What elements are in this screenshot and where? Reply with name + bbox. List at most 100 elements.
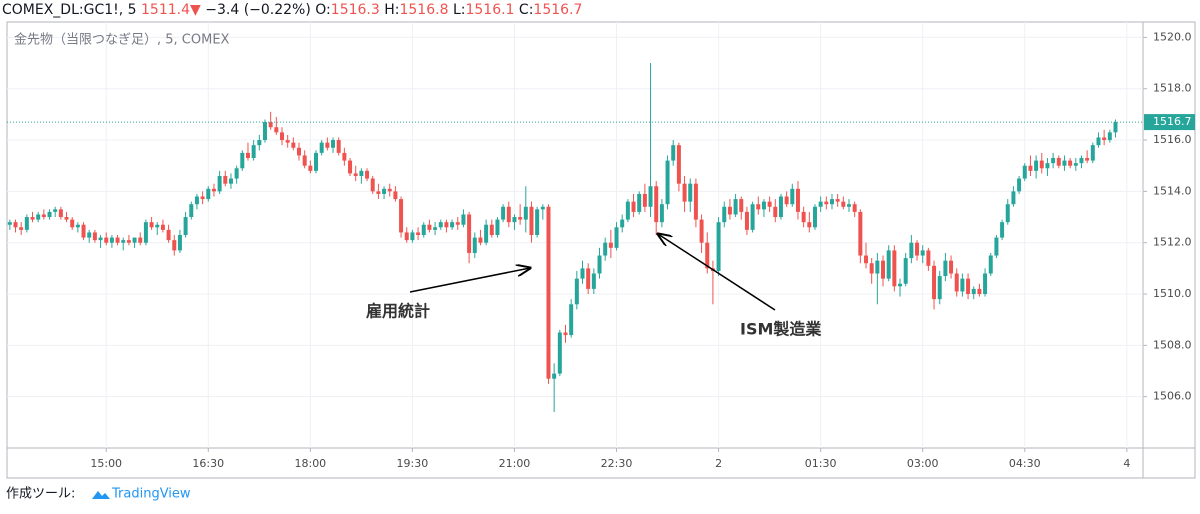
candle-body: [722, 206, 727, 223]
candle-body: [70, 219, 75, 228]
candle-body: [631, 201, 636, 212]
candle-body: [920, 250, 925, 256]
candle-body: [325, 142, 330, 148]
candle-body: [87, 232, 92, 238]
candle-body: [773, 206, 778, 218]
candle-body: [416, 232, 421, 235]
candle-body: [790, 188, 795, 205]
candle-body: [353, 173, 358, 176]
candle-body: [455, 222, 460, 225]
candle-body: [1034, 160, 1039, 171]
candle-body: [404, 232, 409, 241]
h-value: 1516.8: [399, 2, 448, 18]
candle-body: [160, 224, 165, 230]
candle-body: [19, 227, 24, 230]
candle-body: [557, 332, 562, 374]
candle-body: [903, 258, 908, 284]
candle-body: [13, 222, 18, 228]
candle-body: [926, 250, 931, 266]
candle-body: [138, 237, 143, 243]
y-tick-label: 1508.0: [1153, 338, 1192, 351]
candle-body: [659, 204, 664, 223]
candle-body: [206, 188, 211, 200]
o-value: 1516.3: [331, 2, 380, 18]
candle-body: [53, 209, 58, 212]
candle-body: [614, 227, 619, 248]
candle-body: [478, 237, 483, 243]
candle-body: [1028, 165, 1033, 171]
candle-body: [155, 224, 160, 228]
candle-body: [1022, 165, 1027, 179]
candle-body: [81, 224, 86, 238]
x-tick-label: 16:30: [192, 457, 224, 470]
candle-body: [285, 140, 290, 143]
candle-body: [795, 188, 800, 212]
l-label: L:: [453, 2, 466, 18]
candle-body: [949, 260, 954, 274]
candle-body: [461, 214, 466, 225]
candle-body: [189, 204, 194, 218]
y-tick-label: 1520.0: [1153, 30, 1192, 43]
x-tick-label: 15:00: [90, 457, 122, 470]
x-tick-label: 04:30: [1009, 457, 1041, 470]
candle-body: [1090, 145, 1095, 161]
candle-body: [637, 193, 642, 212]
candle-body: [705, 242, 710, 269]
candle-body: [744, 211, 749, 230]
y-tick-label: 1518.0: [1153, 82, 1192, 95]
candle-body: [257, 140, 262, 146]
candle-body: [223, 175, 228, 184]
candle-body: [393, 191, 398, 200]
candle-body: [365, 170, 370, 179]
candle-body: [1000, 222, 1005, 238]
candle-body: [410, 232, 415, 241]
candle-body: [739, 199, 744, 212]
x-tick-label: 2: [715, 457, 722, 470]
candle-body: [812, 206, 817, 228]
y-tick-label: 1506.0: [1153, 390, 1192, 403]
o-label: O:: [315, 2, 331, 18]
candle-body: [1045, 163, 1050, 169]
candle-body: [302, 155, 307, 166]
candle-body: [262, 122, 267, 141]
header: COMEX_DL:GC1!, 5 1511.4▼ −3.4 (−0.22%) O…: [2, 2, 582, 18]
candle-body: [472, 237, 477, 253]
candle-body: [915, 242, 920, 256]
candle-body: [331, 140, 336, 148]
candle-body: [898, 283, 903, 287]
footer-label: 作成ツール:: [6, 487, 75, 502]
candle-body: [671, 145, 676, 161]
candle-body: [319, 142, 324, 153]
candle-body: [966, 278, 971, 295]
change: −3.4 (−0.22%): [205, 2, 311, 18]
candle-body: [228, 178, 233, 184]
candle-body: [716, 222, 721, 271]
candle-body: [359, 170, 364, 176]
candle-body: [784, 196, 789, 205]
candle-body: [881, 260, 886, 279]
x-tick-label: 22:30: [601, 457, 633, 470]
candle-body: [342, 152, 347, 161]
x-tick-label: 18:00: [294, 457, 326, 470]
candle-body: [852, 204, 857, 212]
candle-body: [841, 201, 846, 207]
candle-body: [535, 209, 540, 235]
candle-body: [654, 186, 659, 223]
candle-body: [569, 304, 574, 336]
candle-body: [778, 196, 783, 218]
candle-body: [348, 160, 353, 174]
candle-body: [104, 237, 109, 243]
candle-body: [217, 175, 222, 192]
candle-body: [484, 224, 489, 243]
candle-body: [291, 142, 296, 148]
candle-body: [875, 260, 880, 274]
y-tick-label: 1510.0: [1153, 287, 1192, 300]
candle-body: [376, 191, 381, 194]
candle-body: [41, 214, 46, 218]
candle-body: [994, 237, 999, 256]
candle-body: [427, 224, 432, 230]
candle-body: [591, 273, 596, 289]
candle-body: [166, 229, 171, 241]
chart-frame: [6, 21, 1196, 479]
